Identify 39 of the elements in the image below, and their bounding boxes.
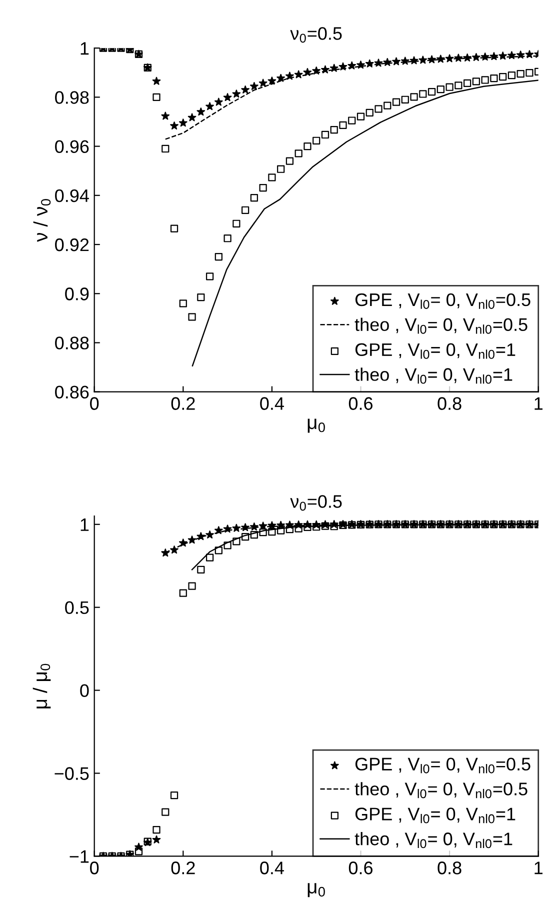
x-axis-title: μ$_{0}$ xyxy=(308,418,325,433)
chart-title: ν$_{0}$=0.5 xyxy=(290,27,342,43)
x-tick-label: 0 xyxy=(90,397,99,410)
y-tick-label: 0.96 xyxy=(55,140,89,154)
y-tick-label: 0 xyxy=(80,684,89,698)
x-tick-label: 0.4 xyxy=(260,397,284,410)
chart-title: ν$_{0}$=0.5 xyxy=(290,495,342,511)
y-tick-label: 0.88 xyxy=(55,336,89,350)
legend-label: GPE , V$_{l0}$= 0, V$_{nl0}$=1 xyxy=(355,343,516,359)
x-tick-label: 0 xyxy=(90,862,99,874)
y-axis-title: μ / μ$_{0}$ xyxy=(32,664,51,708)
y-tick-label: 1 xyxy=(80,42,89,55)
x-tick-label: 0.8 xyxy=(438,862,462,874)
x-tick-label: 0.6 xyxy=(348,862,373,874)
x-axis-title: μ$_{0}$ xyxy=(308,883,325,898)
y-tick-label: 0.9 xyxy=(65,288,89,300)
y-axis-title: ν / ν$_{0}$ xyxy=(33,199,51,242)
y-tick-label: 0.86 xyxy=(55,386,89,399)
legend-label: GPE , V$_{l0}$= 0, V$_{nl0}$=1 xyxy=(355,808,516,824)
legend-label: theo , V$_{l0}$= 0, V$_{nl0}$=0.5 xyxy=(354,318,528,334)
y-tick-label: −1 xyxy=(70,850,89,863)
y-tick-label: 0.94 xyxy=(55,189,89,202)
legend-label: theo , V$_{l0}$= 0, V$_{nl0}$=1 xyxy=(354,832,512,848)
x-tick-label: 0.6 xyxy=(348,397,373,410)
legend-label: GPE , V$_{l0}$= 0, V$_{nl0}$=0.5 xyxy=(355,758,530,774)
legend-label: theo , V$_{l0}$= 0, V$_{nl0}$=1 xyxy=(354,368,512,384)
x-tick-label: 0.2 xyxy=(171,862,195,874)
x-tick-label: 0.4 xyxy=(260,862,284,874)
y-tick-label: −0.5 xyxy=(54,767,89,780)
x-tick-label: 1 xyxy=(534,397,542,410)
legend-label: GPE , V$_{l0}$= 0, V$_{nl0}$=0.5 xyxy=(355,293,530,309)
x-tick-label: 0.8 xyxy=(438,397,462,410)
x-tick-label: 1 xyxy=(534,862,542,874)
y-tick-label: 0.5 xyxy=(65,601,89,614)
y-tick-label: 1 xyxy=(80,518,89,531)
y-tick-label: 0.98 xyxy=(55,91,89,104)
legend-label: theo , V$_{l0}$= 0, V$_{nl0}$=0.5 xyxy=(354,782,528,798)
y-tick-label: 0.92 xyxy=(55,238,89,252)
x-tick-label: 0.2 xyxy=(171,397,195,410)
